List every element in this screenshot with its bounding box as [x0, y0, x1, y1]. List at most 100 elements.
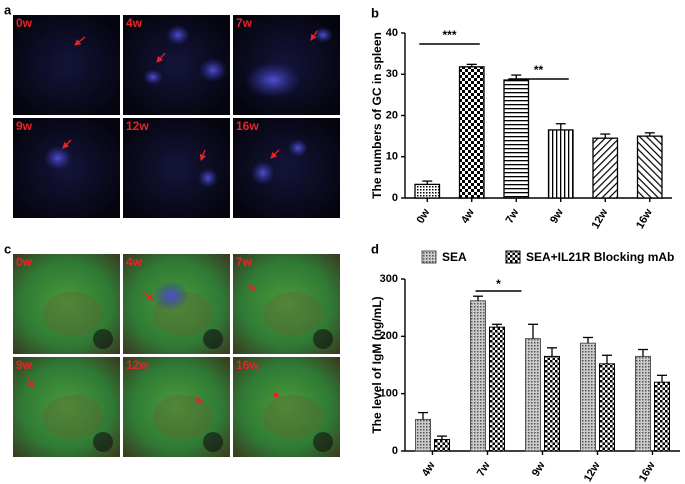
stain	[43, 292, 103, 336]
arrow	[156, 52, 166, 63]
charts: The numbers of GC in spleen 0 10 20 30 40 0w 4w…	[370, 27, 680, 484]
stain	[245, 62, 301, 98]
panel-letter: b	[371, 5, 379, 20]
bar	[544, 355, 560, 452]
legend-swatch	[505, 250, 521, 264]
stain	[93, 329, 113, 349]
y-tick-label: 100	[380, 388, 398, 400]
y-tick-label: 0	[392, 445, 398, 457]
arrow	[74, 36, 86, 46]
y-axis-label: The level of IgM (ng/mL)	[370, 296, 384, 433]
y-tick-label: 10	[386, 151, 398, 163]
bar	[414, 183, 441, 199]
x-tick-label: 4w	[459, 207, 477, 226]
micrograph-label: 0w	[16, 16, 33, 30]
stain	[199, 58, 227, 82]
stain	[44, 146, 72, 170]
x-tick-label: 12w	[590, 207, 611, 231]
bar	[415, 418, 431, 452]
arrow	[272, 391, 280, 398]
x-tick-label: 9w	[530, 460, 548, 479]
y-tick-label: 30	[386, 68, 398, 80]
arrow	[199, 149, 207, 162]
bar	[503, 79, 530, 199]
micrograph-label: 7w	[236, 255, 253, 269]
bar	[434, 439, 450, 452]
micrograph	[233, 118, 340, 218]
stain	[203, 432, 223, 452]
legend-label: SEA	[442, 250, 467, 264]
stain	[313, 27, 333, 43]
stain	[198, 168, 218, 188]
micrograph-label: 16w	[236, 358, 259, 372]
arrow	[246, 283, 256, 291]
y-tick-label: 0	[392, 192, 398, 204]
stain	[166, 25, 190, 45]
arrow	[270, 149, 280, 159]
legend-swatch	[421, 250, 437, 264]
arrow	[310, 30, 318, 41]
panel-letter: a	[4, 2, 12, 17]
micrograph-label: 16w	[236, 119, 259, 133]
x-tick-label: 7w	[475, 460, 493, 479]
stain	[143, 69, 163, 85]
bar	[592, 137, 619, 199]
micrographs: 0w 4w 7w 9w 12w 16w 0w 4w 7w 9w 12w 16w	[13, 15, 340, 457]
bar	[580, 342, 596, 452]
micrograph-label: 0w	[16, 255, 33, 269]
stain	[153, 395, 213, 439]
micrograph-label: 4w	[126, 255, 143, 269]
stain	[43, 395, 103, 439]
x-tick-label: 4w	[420, 460, 438, 479]
bar	[547, 129, 574, 199]
micrograph	[13, 118, 120, 218]
stain	[203, 329, 223, 349]
micrograph-label: 12w	[126, 119, 149, 133]
arrow	[26, 376, 34, 388]
micrograph-label: 12w	[126, 358, 149, 372]
stain	[251, 161, 275, 185]
stain	[288, 139, 308, 157]
y-tick-label: 200	[380, 330, 398, 342]
bar	[489, 326, 505, 452]
stain	[313, 329, 333, 349]
bar	[635, 355, 651, 452]
x-tick-label: 7w	[504, 207, 522, 226]
panel-letter: d	[371, 241, 379, 256]
x-tick-label: 12w	[582, 460, 603, 484]
panel-letter: c	[4, 241, 11, 256]
y-tick-label: 40	[386, 27, 398, 39]
arrow	[194, 396, 202, 404]
y-axis-label: The numbers of GC in spleen	[370, 32, 384, 199]
bar	[458, 66, 485, 199]
bar	[525, 338, 541, 452]
x-tick-label: 16w	[634, 207, 655, 231]
stain	[263, 292, 323, 336]
x-tick-label: 16w	[637, 460, 658, 484]
micrograph	[13, 15, 120, 115]
significance-label: ***	[442, 28, 456, 42]
x-tick-label: 9w	[548, 207, 566, 226]
micrograph-label: 9w	[16, 358, 33, 372]
stain	[313, 432, 333, 452]
significance-label: *	[496, 277, 501, 291]
bar	[636, 135, 663, 199]
bar	[599, 363, 615, 452]
stain	[153, 281, 189, 311]
bar	[470, 300, 486, 452]
x-tick-label: 0w	[415, 207, 433, 226]
arrow	[142, 291, 154, 301]
legend-label: SEA+IL21R Blocking mAb	[526, 250, 674, 264]
micrograph-label: 9w	[16, 119, 33, 133]
y-tick-label: 20	[386, 109, 398, 121]
significance-label: **	[534, 63, 544, 77]
bar	[654, 381, 670, 452]
stain	[93, 432, 113, 452]
arrow	[62, 139, 72, 149]
y-tick-label: 300	[380, 273, 398, 285]
stain	[263, 395, 323, 439]
micrograph	[123, 118, 230, 218]
micrograph-label: 4w	[126, 16, 143, 30]
micrograph-label: 7w	[236, 16, 253, 30]
